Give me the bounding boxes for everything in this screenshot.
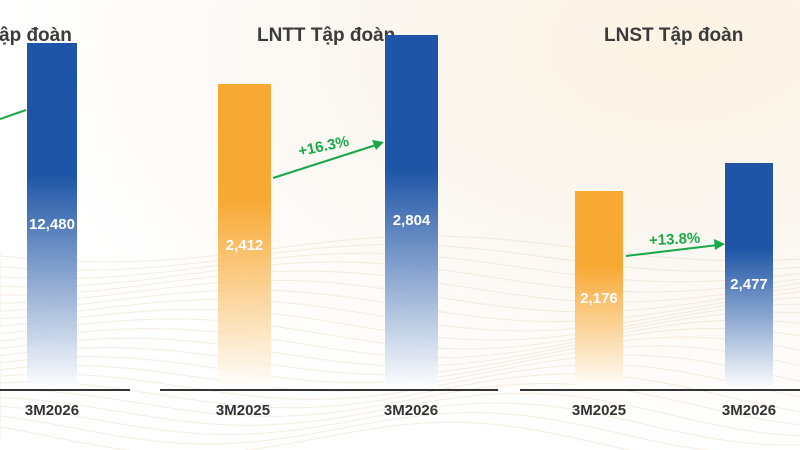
category-label-3m2026: 3M2026 [24,402,80,419]
background-wave-line [0,402,800,446]
x-axis-baseline [520,389,800,391]
background-wave-line [0,363,800,400]
revenue-chart-panel: ập đoàn 12,480 3M2026 [0,0,160,450]
background-wave-line [0,373,800,413]
chart-title: LNTT Tập đoàn [257,25,396,46]
background-wave-line [0,392,800,437]
category-label-3m2026: 3M2026 [383,402,439,419]
x-axis-baseline [160,389,498,391]
bar-3m2025: 2,176 [575,191,623,389]
growth-arrow [0,109,27,120]
x-axis-baseline [0,389,130,391]
bar-3m2026: 12,480 [27,43,77,389]
bar-value-label: 2,804 [392,212,431,229]
background-wave-line [0,382,800,426]
background-wave-line [0,421,633,450]
category-label-3m2025: 3M2025 [571,402,627,419]
bar-value-label: 2,477 [730,276,768,293]
bar-value-label: 2,412 [225,237,264,254]
background-wave-line [0,412,711,450]
chart-title: ập đoàn [0,25,72,46]
bar-3m2026: 2,477 [725,163,773,389]
bar-3m2025: 2,412 [218,84,271,389]
category-label-3m2025: 3M2025 [215,402,271,419]
category-label-3m2026: 3M2026 [721,402,777,419]
bar-value-label: 2,176 [580,290,618,307]
chart-title: LNST Tập đoàn [604,25,744,46]
bar-3m2026: 2,804 [385,35,438,389]
bar-value-label: 12,480 [29,216,75,233]
